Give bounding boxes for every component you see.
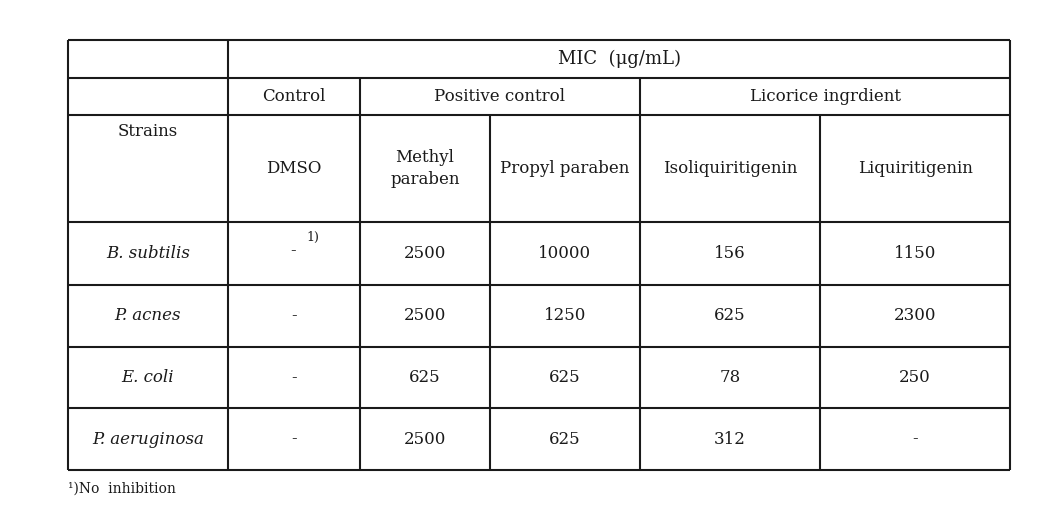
Text: 10000: 10000 <box>539 245 591 262</box>
Text: 250: 250 <box>899 369 931 386</box>
Text: Control: Control <box>262 88 326 105</box>
Text: -: - <box>291 430 297 447</box>
Text: 1150: 1150 <box>894 245 937 262</box>
Text: 625: 625 <box>549 430 581 447</box>
Text: DMSO: DMSO <box>267 160 321 177</box>
Text: 625: 625 <box>410 369 441 386</box>
Text: 2500: 2500 <box>404 430 446 447</box>
Text: B. subtilis: B. subtilis <box>106 245 190 262</box>
Text: 2500: 2500 <box>404 307 446 324</box>
Text: 1): 1) <box>306 231 319 243</box>
Text: -: - <box>290 242 296 259</box>
Text: 2300: 2300 <box>894 307 937 324</box>
Text: 312: 312 <box>714 430 745 447</box>
Text: Licorice ingrdient: Licorice ingrdient <box>750 88 901 105</box>
Text: 78: 78 <box>719 369 740 386</box>
Text: P. aeruginosa: P. aeruginosa <box>92 430 204 447</box>
Text: Propyl paraben: Propyl paraben <box>500 160 630 177</box>
Text: -: - <box>912 430 918 447</box>
Text: E. coli: E. coli <box>122 369 174 386</box>
Text: 156: 156 <box>714 245 745 262</box>
Text: P. acnes: P. acnes <box>114 307 182 324</box>
Text: 625: 625 <box>549 369 581 386</box>
Text: Methyl
paraben: Methyl paraben <box>391 149 460 188</box>
Text: 625: 625 <box>714 307 745 324</box>
Text: MIC  (μg/mL): MIC (μg/mL) <box>558 50 680 68</box>
Text: ¹)No  inhibition: ¹)No inhibition <box>68 482 176 496</box>
Text: 1250: 1250 <box>544 307 586 324</box>
Text: Isoliquiritigenin: Isoliquiritigenin <box>663 160 797 177</box>
Text: Positive control: Positive control <box>435 88 566 105</box>
Text: -: - <box>291 307 297 324</box>
Text: Strains: Strains <box>118 122 179 139</box>
Text: 2500: 2500 <box>404 245 446 262</box>
Text: Liquiritigenin: Liquiritigenin <box>858 160 972 177</box>
Text: -: - <box>291 369 297 386</box>
